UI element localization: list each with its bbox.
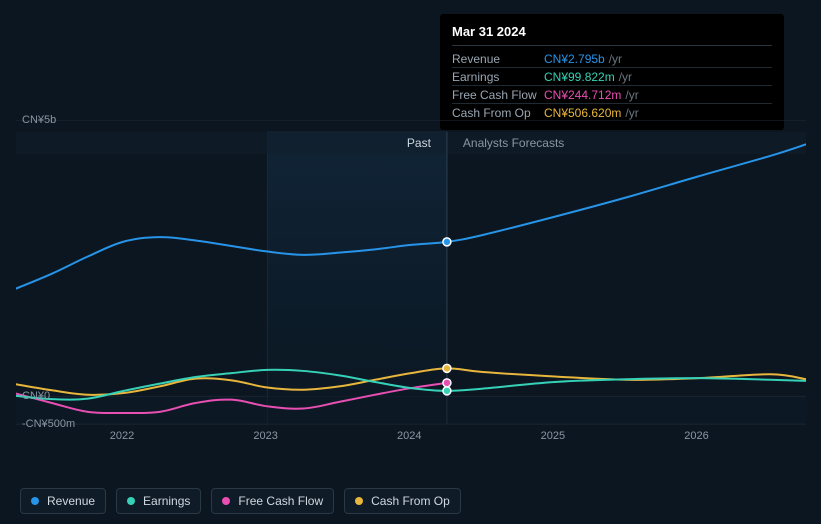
tooltip-date: Mar 31 2024: [452, 24, 772, 46]
legend-item-cfo[interactable]: Cash From Op: [344, 488, 461, 514]
tooltip-row-label: Revenue: [452, 52, 544, 66]
chart-tooltip: Mar 31 2024 RevenueCN¥2.795b/yrEarningsC…: [440, 14, 784, 130]
marker-earnings[interactable]: [443, 387, 451, 395]
tooltip-row-value: CN¥506.620m: [544, 106, 621, 120]
legend-dot: [222, 497, 230, 505]
tooltip-row-value: CN¥99.822m: [544, 70, 615, 84]
chart-container: Mar 31 2024 RevenueCN¥2.795b/yrEarningsC…: [0, 0, 821, 524]
tooltip-row-label: Free Cash Flow: [452, 88, 544, 102]
line-chart[interactable]: [16, 120, 806, 444]
tooltip-row: EarningsCN¥99.822m/yr: [452, 68, 772, 86]
tooltip-row-unit: /yr: [625, 88, 638, 102]
tooltip-row-unit: /yr: [619, 70, 632, 84]
legend-dot: [355, 497, 363, 505]
legend-label: Cash From Op: [371, 494, 450, 508]
legend-dot: [127, 497, 135, 505]
tooltip-row-unit: /yr: [609, 52, 622, 66]
legend-dot: [31, 497, 39, 505]
legend-item-revenue[interactable]: Revenue: [20, 488, 106, 514]
chart-area: CN¥5bCN¥0-CN¥500m20222023202420252026Pas…: [16, 120, 806, 444]
tooltip-row-value: CN¥244.712m: [544, 88, 621, 102]
tooltip-row-unit: /yr: [625, 106, 638, 120]
chart-legend: Revenue Earnings Free Cash Flow Cash From O…: [20, 488, 461, 514]
marker-revenue[interactable]: [443, 238, 451, 246]
marker-fcf[interactable]: [443, 379, 451, 387]
legend-item-fcf[interactable]: Free Cash Flow: [211, 488, 334, 514]
tooltip-row: Free Cash FlowCN¥244.712m/yr: [452, 86, 772, 104]
legend-label: Free Cash Flow: [238, 494, 323, 508]
tooltip-row-label: Cash From Op: [452, 106, 544, 120]
legend-item-earnings[interactable]: Earnings: [116, 488, 201, 514]
tooltip-row-label: Earnings: [452, 70, 544, 84]
tooltip-row-value: CN¥2.795b: [544, 52, 605, 66]
legend-label: Earnings: [143, 494, 190, 508]
legend-label: Revenue: [47, 494, 95, 508]
marker-cfo[interactable]: [443, 364, 451, 372]
tooltip-row: RevenueCN¥2.795b/yr: [452, 50, 772, 68]
